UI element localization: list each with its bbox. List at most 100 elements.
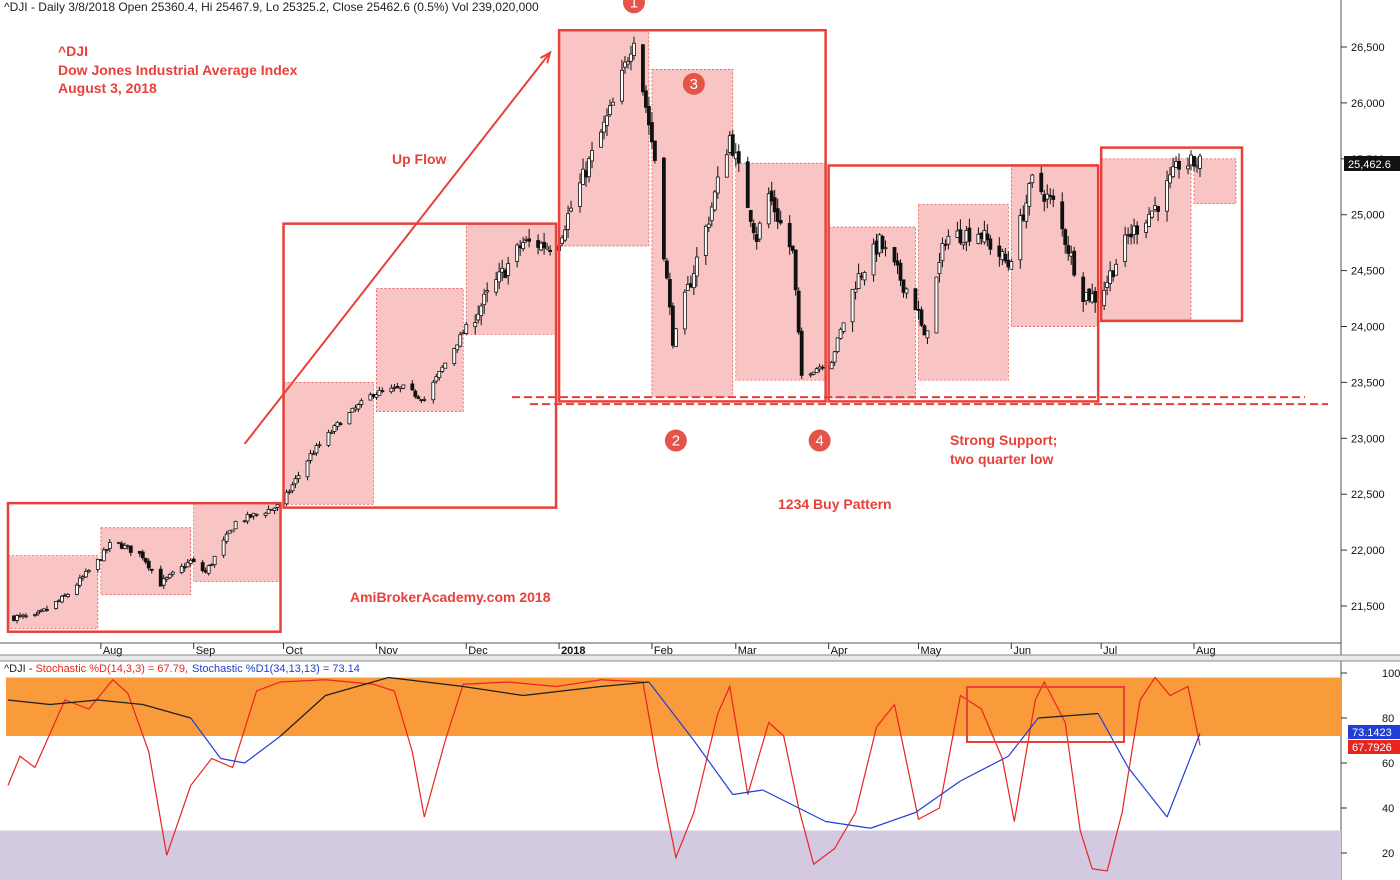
candle-body: [497, 271, 502, 283]
candle-body: [644, 90, 648, 108]
candle-body: [24, 615, 28, 618]
candle-body: [745, 161, 750, 208]
candle-body: [1081, 276, 1086, 302]
last-price-value: 25,462.6: [1348, 159, 1391, 171]
candle-body: [1024, 202, 1029, 222]
candle-body: [266, 509, 271, 514]
slow-stoch-value: 73.1423: [1352, 727, 1392, 739]
month-tick-label: Dec: [468, 645, 488, 657]
up-flow-arrow: [243, 50, 552, 445]
slow-stochastic-segment: [870, 811, 916, 829]
candle-body: [335, 421, 340, 427]
candle-body: [101, 549, 106, 562]
candle-body: [242, 520, 247, 523]
stochastic-ticks: 100 80 60 40 20: [1341, 668, 1400, 860]
candle-body: [293, 478, 298, 485]
candle-body: [751, 223, 756, 234]
candle-body: [107, 542, 112, 549]
candle-body: [191, 558, 196, 563]
quarter-box: [282, 222, 558, 509]
candle-body: [455, 344, 460, 351]
candle-body: [817, 366, 822, 370]
candle-body: [626, 61, 630, 65]
candle-body: [42, 608, 46, 612]
candle-body: [709, 206, 714, 222]
fast-stoch-tag: [1348, 740, 1400, 754]
candle-body: [36, 611, 40, 615]
slow-stochastic-segment: [648, 681, 695, 741]
candle-body: [1132, 225, 1137, 236]
candle-body: [119, 543, 124, 549]
candle-body: [479, 305, 484, 317]
slow-stochastic-segment: [7, 699, 50, 706]
candle-body: [682, 291, 687, 330]
candle-body: [766, 193, 771, 225]
candle-body: [347, 412, 352, 425]
candle-body: [212, 555, 217, 565]
candle-body: [98, 559, 103, 561]
candle-body: [901, 279, 906, 293]
candle-body: [65, 594, 70, 597]
candle-body: [284, 491, 289, 505]
candle-body: [185, 562, 190, 568]
candle-body: [485, 290, 490, 293]
candle-body: [308, 453, 313, 461]
candle-body: [694, 256, 699, 277]
candle-body: [988, 238, 993, 250]
candle-body: [416, 396, 421, 399]
legend-fast-stoch: Stochastic %D(14,3,3) = 67.79,: [35, 663, 188, 675]
price-tick-label: 24,500: [1351, 266, 1385, 278]
support-label-line2: two quarter low: [950, 451, 1054, 467]
candle-body: [647, 106, 651, 126]
support-label-line1: Strong Support;: [950, 432, 1057, 448]
candle-body: [985, 233, 990, 241]
month-tick-label: Feb: [654, 645, 673, 657]
candle-body: [437, 370, 442, 378]
slow-stochastic-segment: [762, 789, 826, 823]
candle-body: [566, 213, 570, 230]
candle-body: [443, 362, 448, 369]
candle-body: [895, 260, 900, 266]
candle-body: [33, 613, 37, 616]
candle-body: [608, 105, 612, 115]
candle-body: [1126, 234, 1131, 237]
candle-body: [1153, 205, 1157, 210]
month-tick-label: Sep: [196, 645, 216, 657]
oversold-zone: [0, 830, 1341, 880]
candle-body: [862, 272, 867, 281]
candle-body: [859, 275, 864, 278]
slow-stochastic-segment: [915, 780, 961, 813]
candle-body: [350, 407, 355, 413]
month-tick-label: 2018: [561, 645, 585, 657]
up-flow-label: Up Flow: [392, 151, 447, 167]
legend-slow-stoch: Stochastic %D1(34,13,13) = 73.14: [192, 663, 360, 675]
candle-body: [272, 507, 277, 511]
candle-body: [685, 284, 690, 292]
candle-body: [77, 577, 82, 586]
candle-body: [1042, 194, 1047, 202]
candle-body: [1087, 288, 1092, 301]
candle-body: [473, 322, 478, 328]
candle-body: [1108, 270, 1113, 284]
pattern-label: 1234 Buy Pattern: [778, 496, 892, 512]
candle-body: [691, 273, 696, 289]
candle-body: [602, 121, 606, 133]
marker-label: 4: [815, 433, 823, 450]
candle-body: [458, 334, 463, 347]
candle-body: [419, 399, 424, 402]
candle-body: [620, 69, 624, 102]
slow-stochastic-segment: [1166, 733, 1201, 818]
candle-body: [137, 550, 142, 554]
candle-body: [578, 182, 582, 207]
monthly-range-box: [735, 162, 826, 381]
candle-body: [12, 615, 16, 621]
candle-body: [1186, 165, 1190, 170]
candle-body: [434, 376, 439, 382]
quarterly-boxes: [6, 28, 1244, 633]
candle-body: [440, 366, 445, 372]
candle-body: [503, 269, 508, 279]
candle-body: [1195, 165, 1199, 168]
monthly-range-box: [193, 502, 281, 582]
candle-body: [464, 323, 469, 334]
quarter-box: [557, 28, 827, 403]
